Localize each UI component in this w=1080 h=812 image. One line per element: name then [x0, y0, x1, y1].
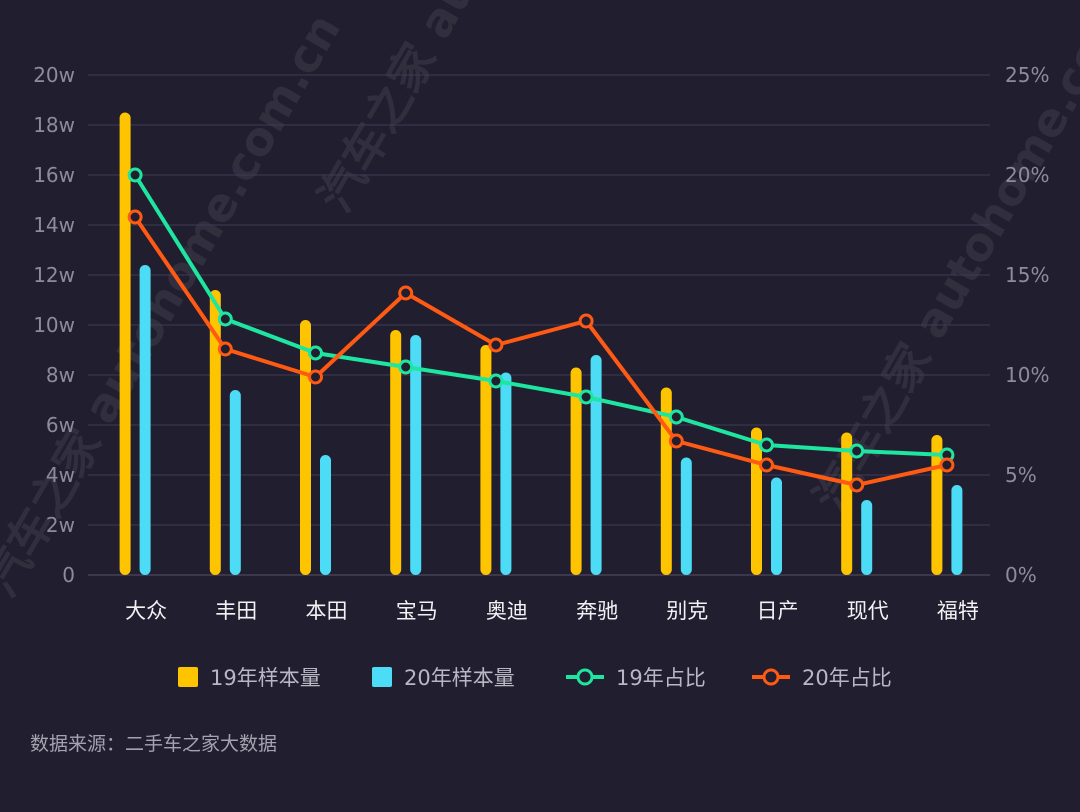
bar [119, 112, 131, 575]
line-point [127, 167, 143, 183]
bar [751, 427, 762, 575]
bar [680, 457, 692, 575]
bar [320, 455, 331, 575]
y-axis-right: 0% 5% 10% 15% 20% 25% [1005, 63, 1049, 587]
bar [300, 320, 311, 575]
y-tick-label: 4w [46, 463, 75, 487]
bar [390, 330, 402, 575]
line-point [217, 341, 233, 357]
legend-marker [576, 668, 594, 686]
line-point [668, 409, 684, 425]
legend-label: 19年样本量 [210, 666, 321, 690]
bar-layer [119, 112, 963, 575]
y2-tick-label: 5% [1005, 463, 1037, 487]
legend-label: 20年样本量 [404, 666, 515, 690]
series-line [133, 173, 947, 457]
line-point [488, 337, 504, 353]
line-point [217, 311, 233, 327]
bar [209, 290, 221, 575]
bar [500, 372, 512, 575]
y-tick-label: 18w [33, 113, 75, 137]
y-tick-label: 20w [33, 63, 75, 87]
y-tick-label: 16w [33, 163, 75, 187]
bar [570, 367, 582, 575]
line-point [578, 389, 594, 405]
y-tick-label: 8w [46, 363, 75, 387]
line-point [578, 313, 594, 329]
line-point [488, 373, 504, 389]
line-point [398, 285, 414, 301]
bar [410, 335, 422, 575]
bar [139, 265, 151, 575]
watermark-layer: 汽车之家 autohome.com.cn 汽车之家 autohome.com.c… [0, 0, 1080, 605]
bar [931, 435, 943, 575]
y-tick-label: 6w [46, 413, 75, 437]
y2-tick-label: 10% [1005, 363, 1049, 387]
x-tick-label: 奥迪 [486, 599, 528, 623]
x-tick-label: 福特 [937, 599, 979, 623]
series-line [133, 215, 948, 487]
x-tick-label: 日产 [757, 599, 799, 623]
y-axis-left: 0 2w 4w 6w 8w 10w 12w 14w 16w 18w 20w [33, 63, 75, 587]
line-point [398, 359, 414, 375]
x-tick-label: 别克 [666, 599, 708, 623]
bar [590, 355, 602, 575]
bar [841, 432, 853, 575]
x-tick-label: 大众 [125, 599, 167, 623]
x-tick-label: 宝马 [396, 599, 438, 623]
y-tick-label: 0 [62, 563, 75, 587]
bar [229, 390, 241, 575]
line-point [759, 437, 774, 453]
y2-tick-label: 0% [1005, 563, 1037, 587]
x-tick-label: 奔驰 [576, 599, 618, 623]
line-point [759, 457, 774, 473]
legend: 19年样本量 20年样本量 19年占比 20年占比 [178, 666, 892, 690]
bar [861, 500, 873, 575]
bar [771, 477, 782, 575]
legend-swatch [178, 667, 198, 687]
line-point [308, 369, 323, 385]
y2-tick-label: 25% [1005, 63, 1049, 87]
line-point [849, 477, 865, 493]
line-point [668, 433, 684, 449]
line-layer [127, 167, 955, 493]
watermark-text: 汽车之家 autohome.com.cn [308, 0, 686, 221]
source-note: 数据来源：二手车之家大数据 [30, 733, 277, 755]
legend-label: 20年占比 [802, 666, 892, 690]
legend-label: 19年占比 [616, 666, 706, 690]
line-point [939, 457, 955, 473]
y-tick-label: 12w [33, 263, 75, 287]
x-tick-label: 本田 [306, 599, 348, 623]
y-tick-label: 2w [46, 513, 75, 537]
x-tick-label: 丰田 [215, 599, 257, 623]
y2-tick-label: 20% [1005, 163, 1049, 187]
bar [480, 345, 492, 575]
line-point [127, 209, 143, 225]
bar [951, 485, 963, 575]
y2-tick-label: 15% [1005, 263, 1049, 287]
line-point [849, 443, 865, 459]
y-tick-label: 14w [33, 213, 75, 237]
legend-swatch [372, 667, 392, 687]
y-tick-label: 10w [33, 313, 75, 337]
x-tick-label: 现代 [847, 599, 889, 623]
legend-marker [762, 668, 780, 686]
line-point [308, 345, 323, 361]
x-axis: 大众 丰田 本田 宝马 奥迪 奔驰 别克 日产 现代 福特 [125, 599, 979, 623]
